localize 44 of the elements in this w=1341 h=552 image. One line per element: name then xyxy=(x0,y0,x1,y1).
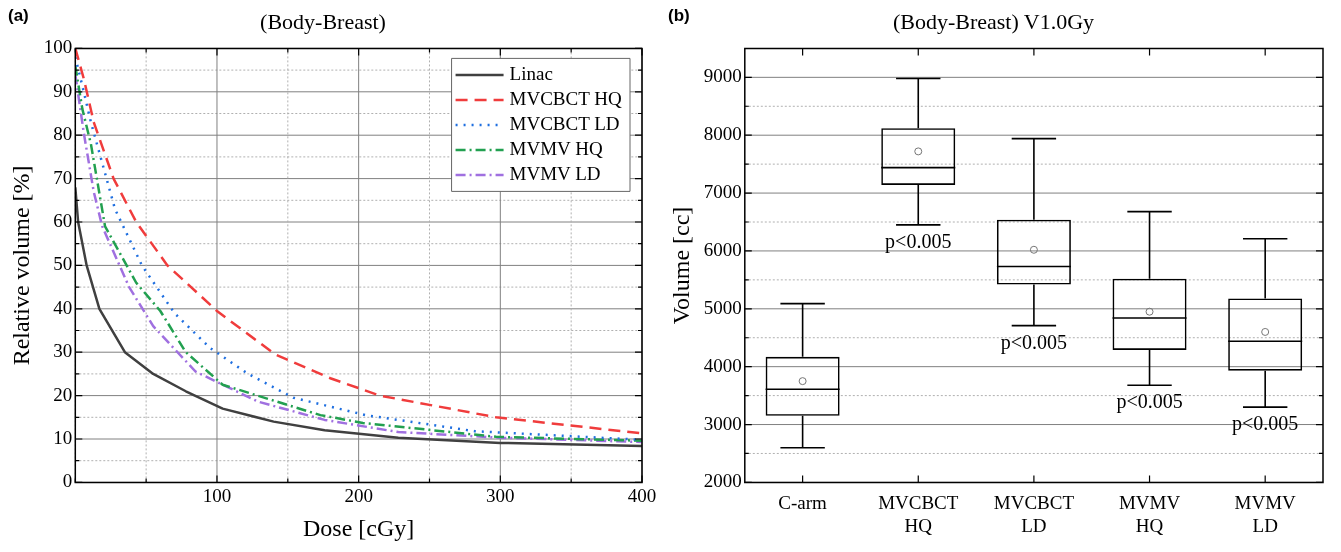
x-tick-label: 100 xyxy=(202,484,232,506)
y-axis-title: Relative volume [%] xyxy=(7,165,34,366)
annotation: p<0.005 xyxy=(885,230,952,254)
x-tick-label: 300 xyxy=(486,484,515,506)
x-axis-title: Dose [cGy] xyxy=(303,514,415,541)
y-tick-label: 4000 xyxy=(703,354,742,376)
y-tick-label: 2000 xyxy=(703,470,742,492)
text: (a) xyxy=(8,6,29,26)
y-tick-label: 8000 xyxy=(703,123,742,145)
y-tick-label: 40 xyxy=(53,296,73,318)
x-tick-label: MVCBCT LD xyxy=(993,491,1075,536)
y-tick-label: 20 xyxy=(53,383,73,405)
legend-label: Linac xyxy=(509,62,553,84)
x-tick-label: 200 xyxy=(344,484,373,506)
y-tick-label: 90 xyxy=(53,79,73,101)
y-tick-label: 3000 xyxy=(703,412,742,434)
y-tick-label: 6000 xyxy=(703,238,742,260)
y-tick-label: 50 xyxy=(53,253,73,275)
y-tick-label: 60 xyxy=(53,209,73,231)
x-tick-label: MVCBCT HQ xyxy=(878,491,959,536)
chart-title: (Body-Breast) xyxy=(260,8,386,34)
y-tick-label: 70 xyxy=(53,166,73,188)
annotation: p<0.005 xyxy=(1232,412,1299,436)
legend-label: MVMV LD xyxy=(509,162,601,184)
annotation: p<0.005 xyxy=(1116,390,1183,414)
text: (b) xyxy=(668,6,690,26)
legend-label: MVCBCT HQ xyxy=(509,87,622,109)
x-tick-label: 400 xyxy=(627,484,657,506)
chart-title: (Body-Breast) V1.0Gy xyxy=(892,8,1095,34)
legend-label: MVCBCT LD xyxy=(509,112,620,134)
y-tick-label: 9000 xyxy=(703,65,742,87)
y-tick-label: 80 xyxy=(53,123,73,145)
y-tick-label: 7000 xyxy=(703,181,742,203)
x-tick-label: MVMV LD xyxy=(1234,491,1297,536)
y-tick-label: 5000 xyxy=(703,296,742,318)
x-tick-label: C-arm xyxy=(778,491,828,513)
y-axis-title: Volume [cc] xyxy=(667,206,694,325)
y-tick-label: 0 xyxy=(62,470,73,492)
y-tick-label: 100 xyxy=(43,36,73,58)
annotation: p<0.005 xyxy=(1000,330,1068,354)
y-tick-label: 10 xyxy=(53,426,73,448)
x-tick-label: MVMV HQ xyxy=(1118,491,1181,536)
y-tick-label: 30 xyxy=(53,340,73,362)
legend-label: MVMV HQ xyxy=(509,137,603,159)
